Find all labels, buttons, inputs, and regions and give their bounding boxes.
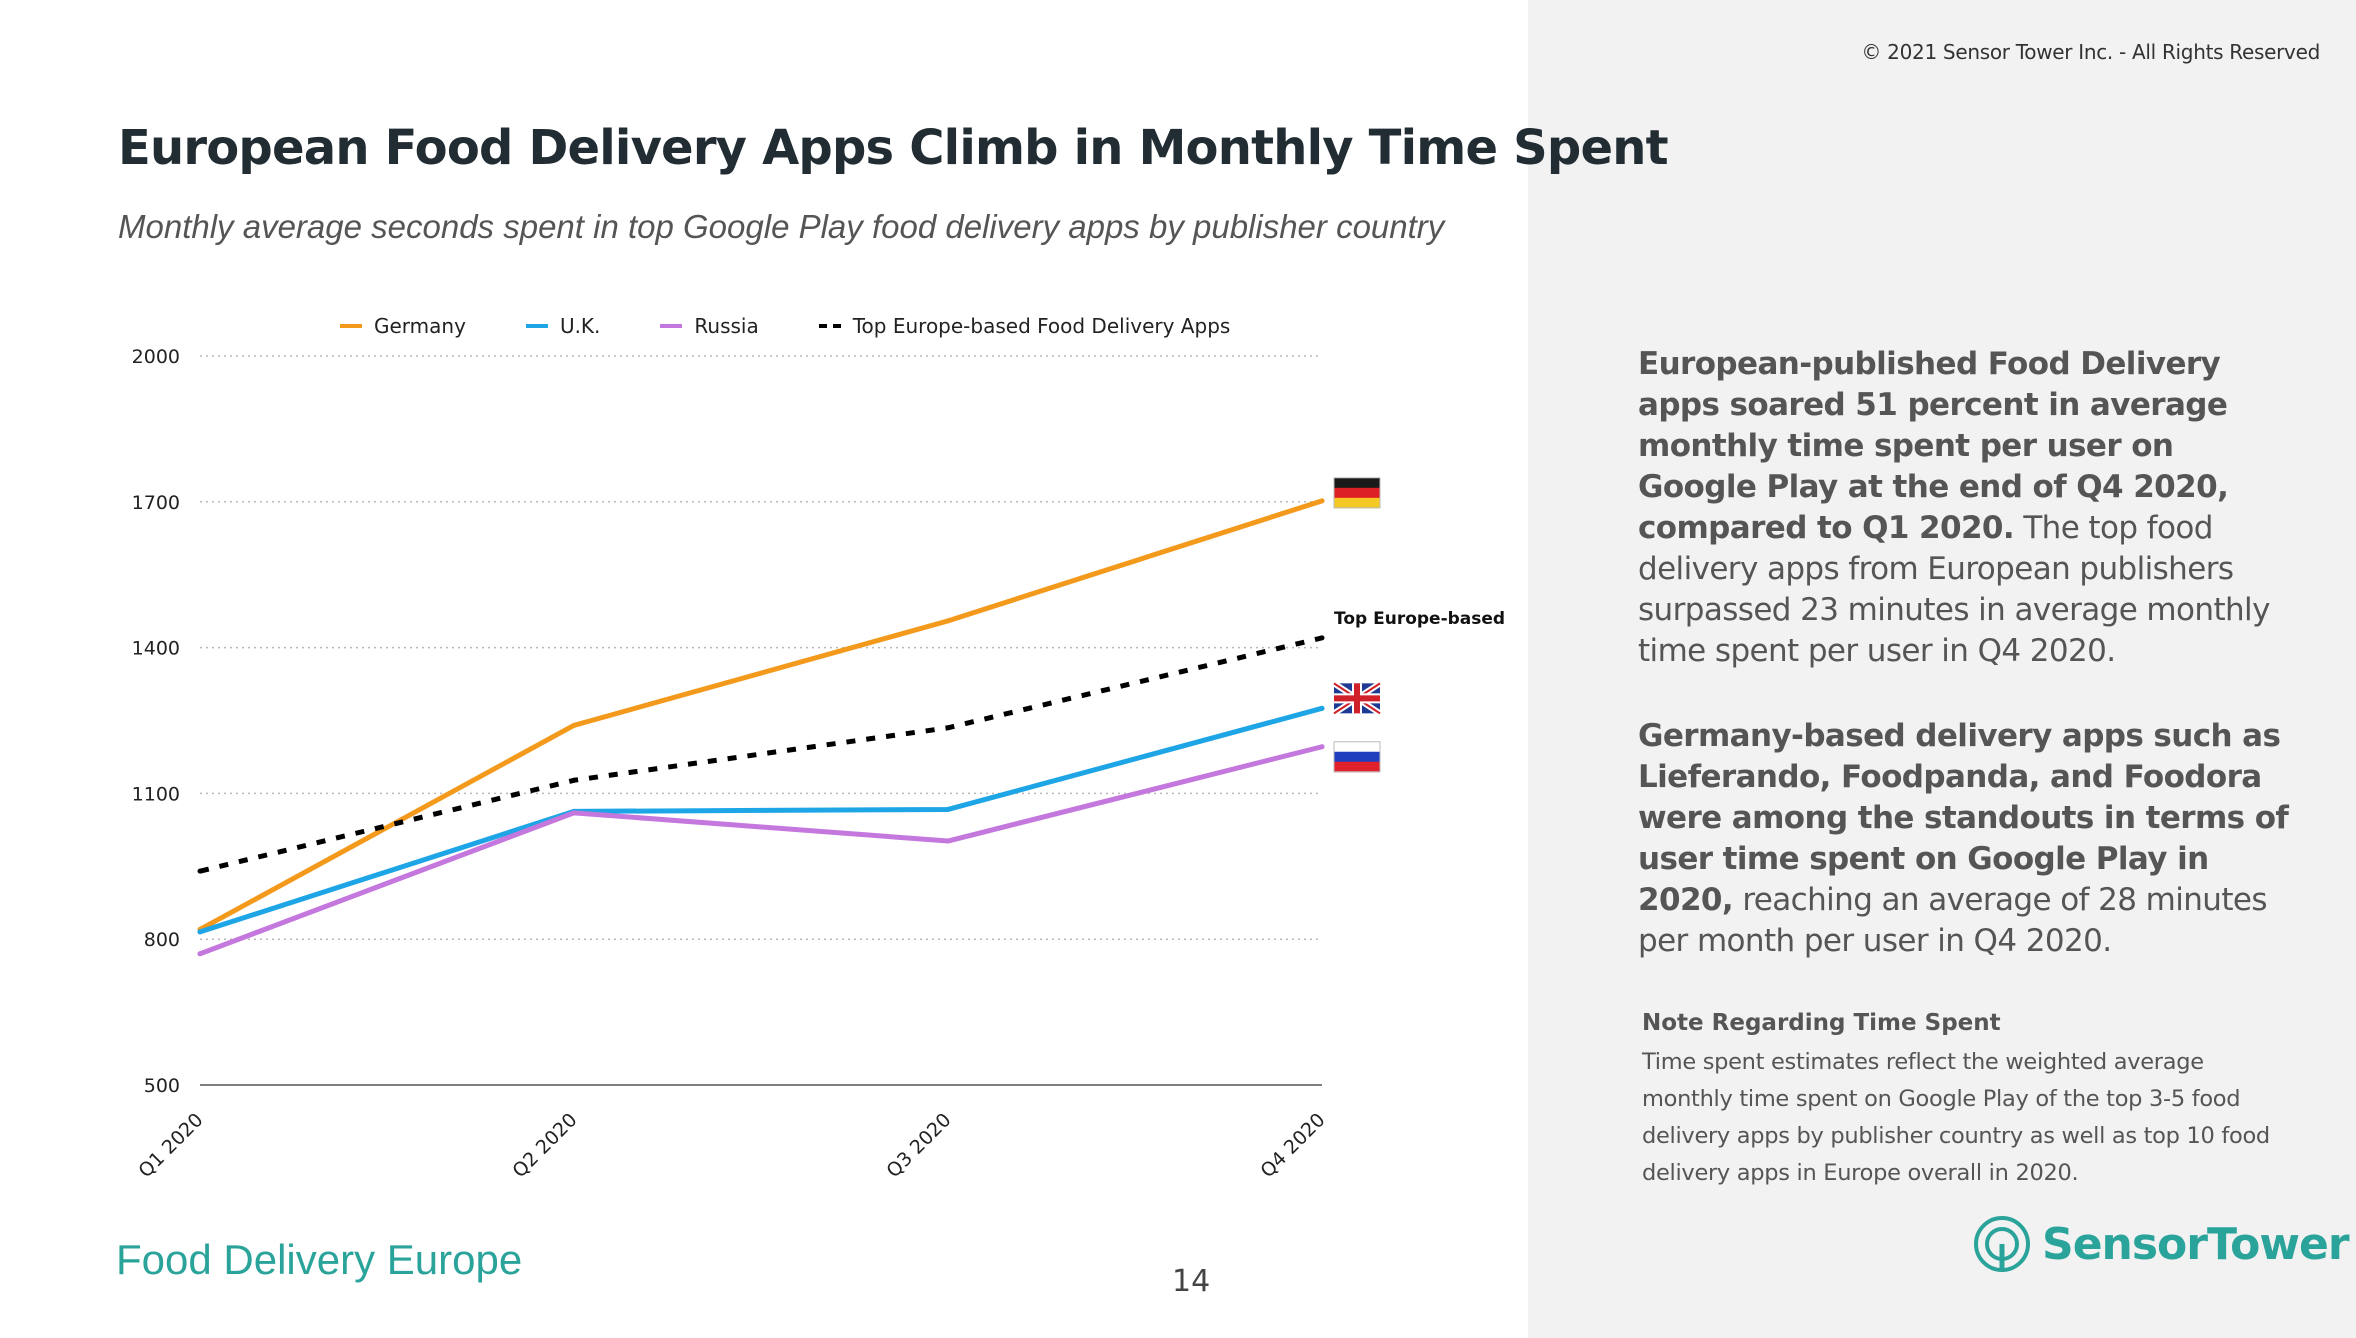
legend-label-russia: Russia: [694, 314, 759, 338]
data-point: [1319, 744, 1325, 750]
paragraph-2-rest: reaching an average of 28 minutes per mo…: [1638, 882, 2268, 959]
paragraph-1: European-published Food Delivery apps so…: [1638, 344, 2298, 672]
uk-flag-icon: [1332, 680, 1382, 716]
data-point: [945, 618, 951, 624]
page-title: European Food Delivery Apps Climb in Mon…: [118, 120, 1669, 176]
germany-flag-icon: [1333, 477, 1381, 509]
note-text: Time spent estimates reflect the weighte…: [1642, 1049, 2270, 1186]
logo-text: SensorTower: [2042, 1218, 2350, 1270]
y-tick-label: 500: [144, 1075, 180, 1097]
note-title: Note Regarding Time Spent: [1642, 1010, 2001, 1036]
series-line-germany: [197, 498, 1325, 932]
legend-item-russia: Russia: [660, 314, 759, 338]
x-tick-label: Q3 2020: [882, 1109, 955, 1182]
page-number: 14: [1172, 1264, 1211, 1299]
data-point: [945, 725, 951, 731]
right-panel: [1528, 0, 2356, 1338]
copyright: © 2021 Sensor Tower Inc. - All Rights Re…: [1861, 40, 2320, 64]
data-point: [1319, 705, 1325, 711]
paragraph-1-bold: European-published Food Delivery apps so…: [1638, 346, 2229, 546]
y-tick-label: 1700: [132, 492, 180, 514]
series-line-russia: [197, 744, 1325, 957]
data-point: [1319, 635, 1325, 641]
x-tick-label: Q1 2020: [134, 1109, 207, 1182]
data-point: [571, 777, 577, 783]
series-line-u-k-: [197, 705, 1325, 935]
legend-item-europe: Top Europe-based Food Delivery Apps: [818, 314, 1231, 338]
y-tick-label: 1400: [132, 638, 180, 660]
sensor-tower-logo-icon: [1974, 1216, 2030, 1272]
paragraph-2-bold: Germany-based delivery apps such as Lief…: [1638, 718, 2289, 918]
russia-flag-icon: [1333, 741, 1381, 773]
paragraph-1-rest: The top food delivery apps from European…: [1638, 510, 2270, 669]
data-point: [571, 722, 577, 728]
y-tick-label: 2000: [132, 346, 180, 368]
line-chart: 500 800 1100 1400 1700 2000 Q1 2020 Q2 2020 Q3 2…: [132, 346, 1505, 1182]
data-point: [197, 951, 203, 957]
x-tick-label: Q2 2020: [508, 1109, 581, 1182]
data-point: [945, 806, 951, 812]
y-tick-label: 1100: [132, 783, 180, 805]
legend-swatch-germany: [340, 324, 362, 328]
page-subtitle: Monthly average seconds spent in top Goo…: [118, 208, 1445, 245]
data-point: [571, 810, 577, 816]
chart-legend: Germany U.K. Russia Top Europe-based Foo…: [340, 314, 1230, 338]
legend-swatch-uk: [525, 324, 548, 328]
data-point: [197, 929, 203, 935]
sensor-tower-logo: SensorTower: [1972, 1214, 2350, 1274]
data-point: [1319, 498, 1325, 504]
legend-label-germany: Germany: [374, 314, 466, 338]
legend-item-germany: Germany: [340, 314, 466, 338]
legend-item-uk: U.K.: [525, 314, 601, 338]
legend-swatch-europe: [818, 324, 841, 328]
data-point: [945, 838, 951, 844]
x-tick-label: Q4 2020: [1256, 1109, 1329, 1182]
legend-label-uk: U.K.: [559, 314, 601, 338]
y-tick-label: 800: [144, 929, 180, 951]
paragraph-2: Germany-based delivery apps such as Lief…: [1638, 716, 2298, 962]
legend-label-europe: Top Europe-based Food Delivery Apps: [852, 314, 1231, 338]
data-point: [197, 868, 203, 874]
annotation-label: Top Europe-based: [1334, 609, 1505, 629]
legend-swatch-russia: [660, 324, 683, 328]
footer-section-title: Food Delivery Europe: [116, 1236, 523, 1283]
